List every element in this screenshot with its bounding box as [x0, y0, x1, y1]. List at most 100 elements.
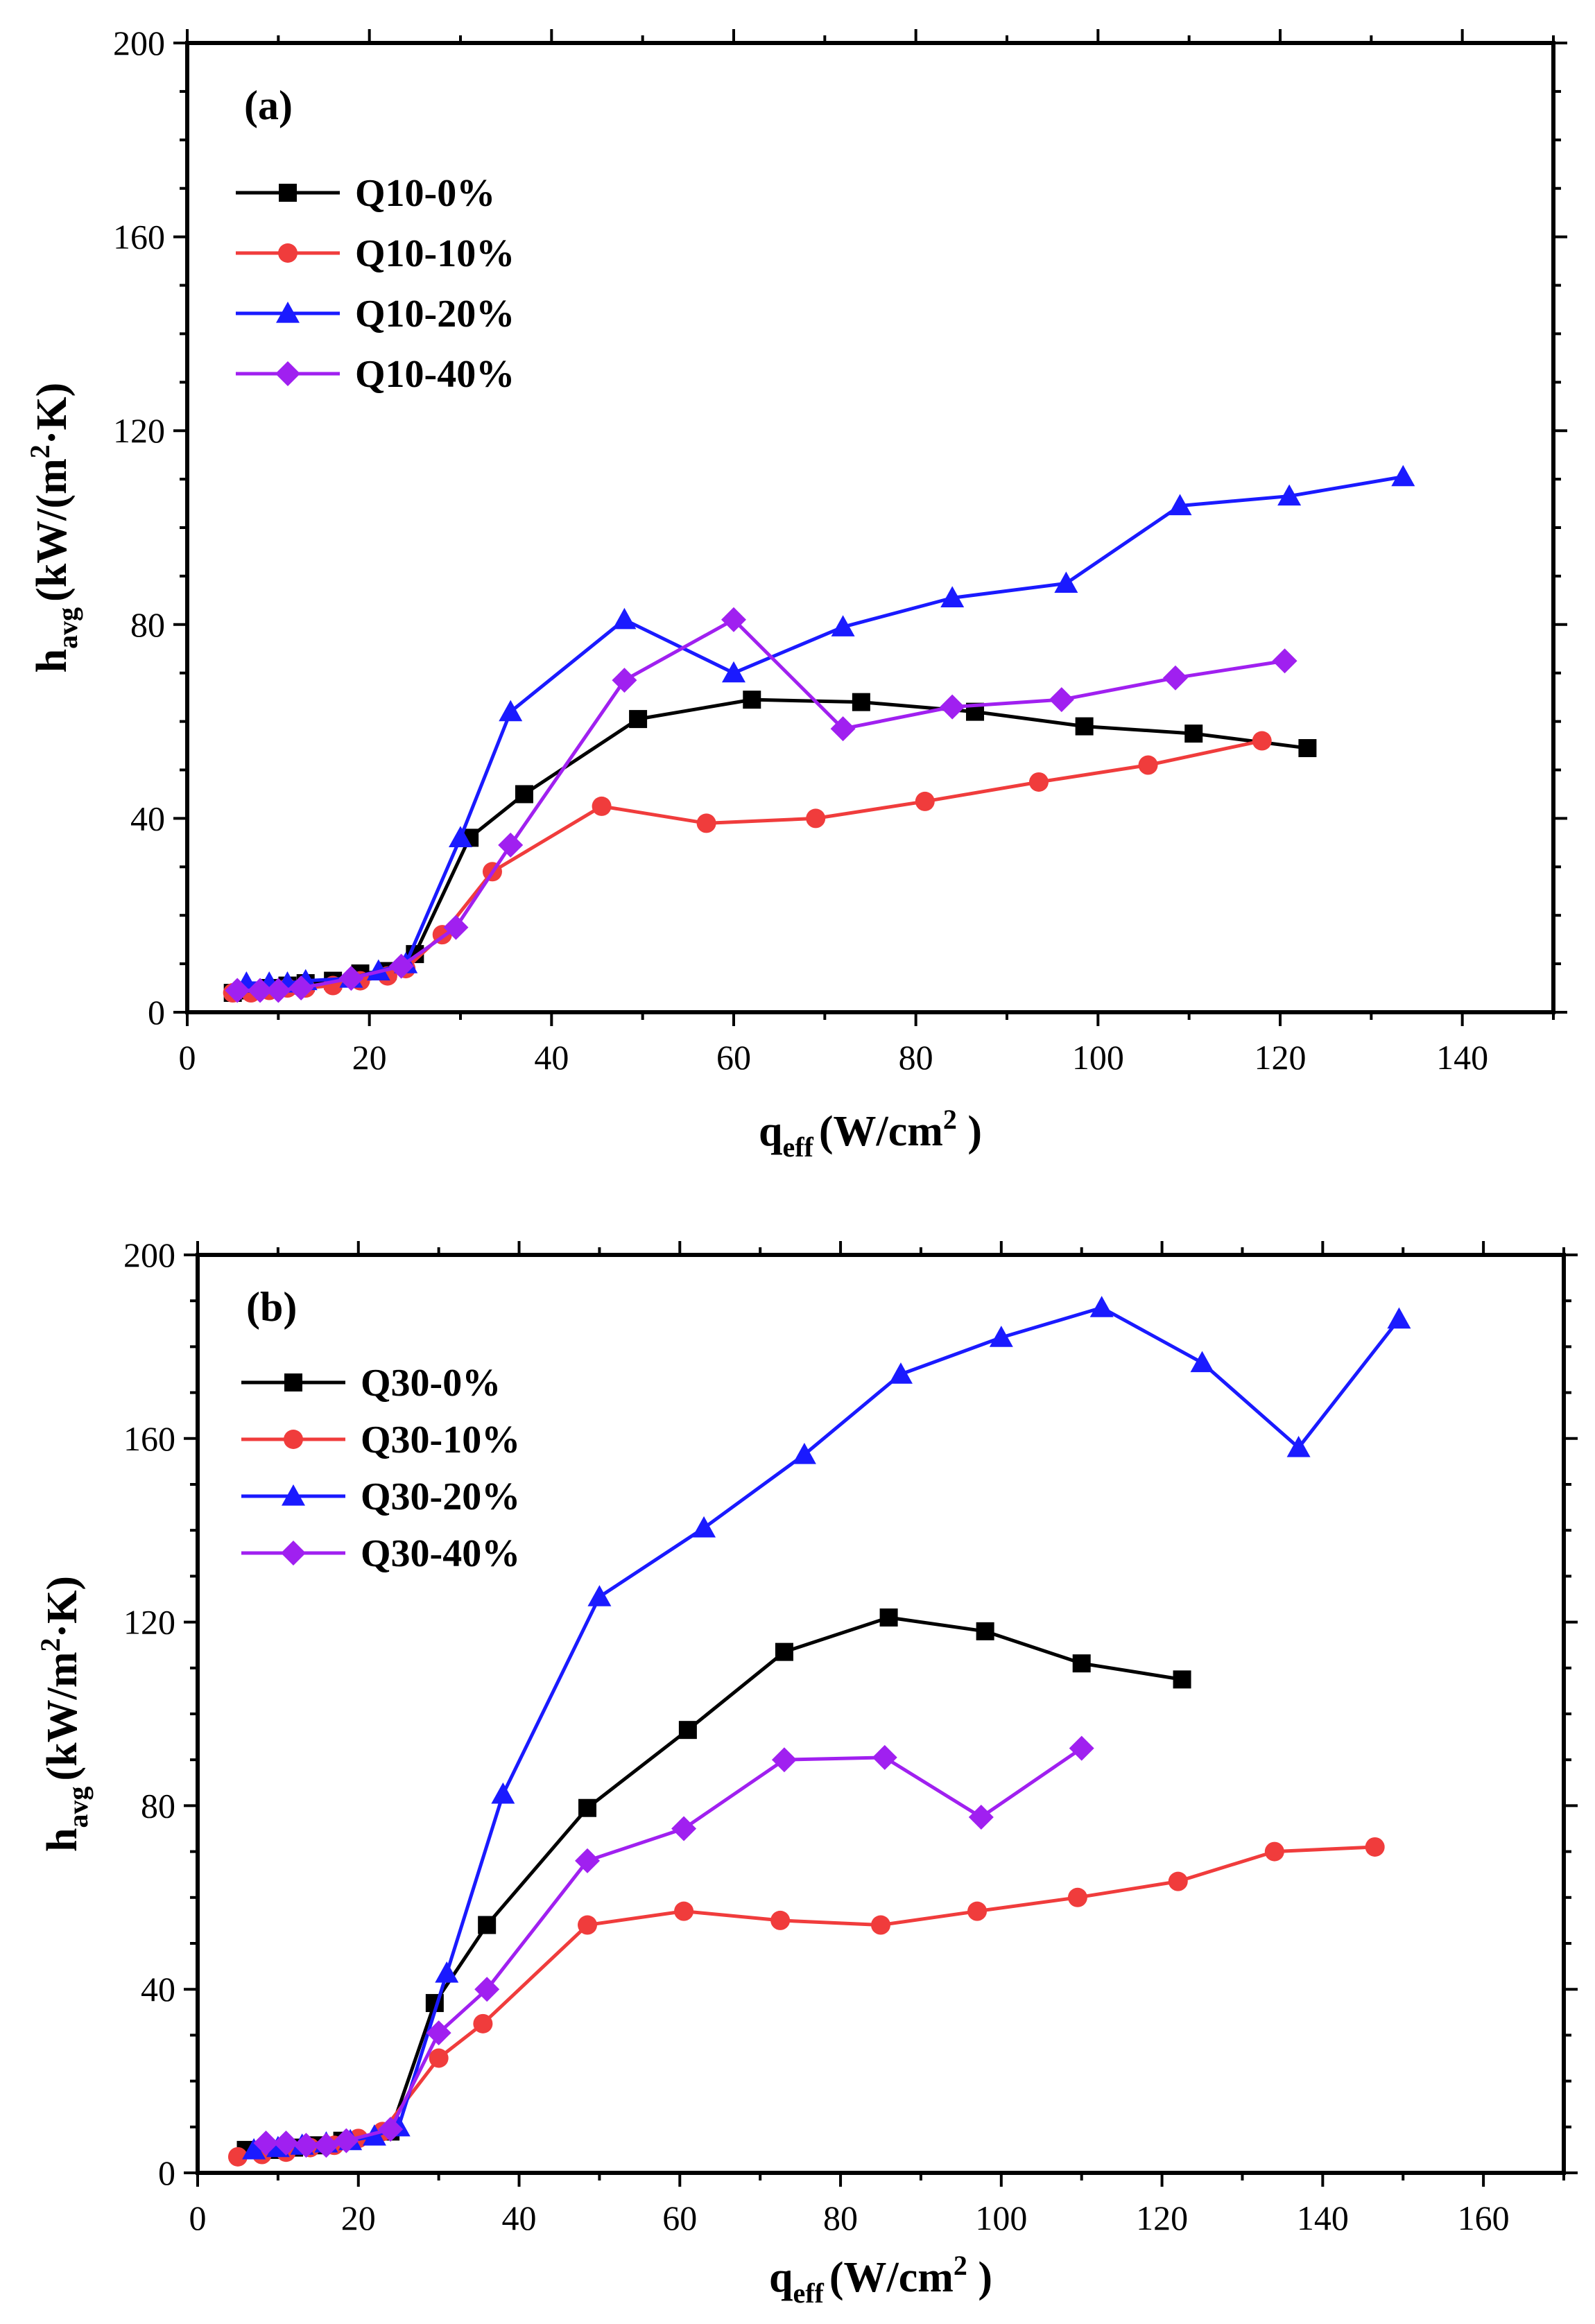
legend-label: Q30-10% — [361, 1419, 520, 1462]
data-point — [578, 1915, 598, 1935]
data-point — [940, 586, 965, 607]
data-point — [499, 700, 523, 722]
legend-label: Q10-10% — [355, 232, 515, 275]
legend-marker — [284, 1430, 303, 1449]
data-point — [743, 691, 761, 709]
legend-marker — [284, 1373, 302, 1391]
x-axis-title: qeff (W/cm2 ) — [759, 1104, 982, 1163]
x-tick-label: 100 — [975, 2199, 1027, 2237]
data-point — [338, 966, 364, 991]
data-point — [770, 1910, 791, 1930]
legend-entry: Q10-0% — [236, 172, 495, 215]
data-point — [1173, 1670, 1191, 1689]
data-point — [273, 2130, 299, 2156]
data-point — [940, 694, 965, 720]
y-axis-title: havg(kW/(m2·K) — [24, 383, 83, 673]
data-point — [674, 1901, 694, 1921]
x-tick-label: 80 — [899, 1038, 933, 1077]
x-axis-title: qeff (W/cm2 ) — [769, 2250, 992, 2309]
series-line — [237, 1845, 1375, 2159]
legend-entry: Q30-0% — [241, 1362, 501, 1405]
data-point — [1365, 1837, 1385, 1857]
series-Q10-0% — [223, 691, 1317, 1003]
data-point — [872, 1744, 897, 1770]
data-point — [871, 1915, 890, 1935]
data-point — [967, 1901, 988, 1921]
data-point — [1387, 1307, 1411, 1329]
data-point — [1168, 1871, 1188, 1891]
legend-label: Q10-20% — [355, 293, 515, 336]
x-tick-label: 0 — [179, 1038, 196, 1077]
data-point — [1184, 725, 1203, 743]
y-tick-label: 0 — [148, 993, 165, 1032]
data-point — [443, 914, 469, 940]
data-point — [1072, 1654, 1091, 1673]
data-point — [1391, 465, 1415, 487]
data-point — [429, 2048, 449, 2068]
chart-panel-b: 0 20 40 60 80 100 120 140 160 0 40 80 120 160 200 Q30-0… — [35, 1235, 1578, 2309]
series-Q10-40% — [225, 607, 1297, 1003]
data-point — [1286, 1436, 1311, 1457]
legend-marker — [281, 1541, 306, 1566]
data-point — [1272, 648, 1297, 674]
data-point — [1264, 1841, 1284, 1862]
x-tick-label: 40 — [534, 1038, 569, 1077]
x-tick-label: 140 — [1436, 1038, 1488, 1077]
data-point — [227, 2147, 248, 2167]
series-line — [266, 1746, 1083, 2147]
data-point — [831, 615, 855, 636]
data-point — [587, 1585, 612, 1606]
data-point — [449, 826, 472, 847]
data-point — [388, 953, 414, 979]
x-tick-label: 20 — [352, 1038, 387, 1077]
x-tick-label: 0 — [189, 2199, 207, 2237]
data-point — [1168, 494, 1192, 516]
data-point — [1089, 1296, 1114, 1317]
data-point — [629, 710, 648, 729]
data-point — [248, 978, 273, 1003]
legend-label: Q30-0% — [361, 1362, 501, 1405]
legend: Q10-0% Q10-10% Q10-20% Q10-40% — [236, 172, 515, 396]
legend-marker — [276, 302, 300, 323]
data-point — [498, 832, 524, 858]
legend-label: Q30-40% — [361, 1532, 520, 1575]
data-point — [1138, 755, 1158, 775]
x-tick-label: 60 — [662, 2199, 697, 2237]
data-point — [976, 1622, 994, 1640]
legend-entry: Q30-10% — [241, 1419, 520, 1462]
data-point — [968, 1804, 994, 1830]
x-tick-label: 100 — [1072, 1038, 1124, 1077]
series-Q10-20% — [234, 465, 1415, 993]
legend-label: Q10-40% — [355, 353, 515, 396]
series-line — [237, 618, 1285, 993]
chart-panel-a: 0 20 40 60 80 100 120 14004080120160200Q10-0%Q1… — [24, 24, 1567, 1163]
series-Q30-40% — [253, 1735, 1094, 2158]
data-point — [830, 716, 856, 742]
data-point — [1162, 665, 1188, 691]
legend-marker — [279, 184, 297, 202]
series-Q10-10% — [223, 731, 1272, 1003]
data-point — [378, 2117, 404, 2142]
x-tick-label: 160 — [1458, 2199, 1510, 2237]
legend-label: Q30-20% — [361, 1475, 520, 1518]
data-point — [266, 978, 291, 1003]
data-point — [578, 1798, 597, 1817]
data-point — [366, 959, 390, 981]
data-point — [225, 978, 250, 1003]
data-point — [435, 1961, 459, 1983]
data-point — [1054, 571, 1078, 593]
x-tick-label: 140 — [1297, 2199, 1349, 2237]
data-point — [478, 1916, 497, 1934]
data-point — [771, 1747, 797, 1773]
data-point — [313, 2133, 339, 2158]
data-point — [1298, 739, 1317, 758]
data-point — [1049, 687, 1074, 713]
y-tick-label: 120 — [113, 411, 165, 450]
data-point — [678, 1721, 697, 1740]
legend-marker — [278, 243, 298, 263]
y-tick-label: 40 — [130, 799, 165, 838]
data-point — [242, 2137, 266, 2160]
x-tick-label: 60 — [716, 1038, 751, 1077]
data-point — [253, 2130, 279, 2156]
